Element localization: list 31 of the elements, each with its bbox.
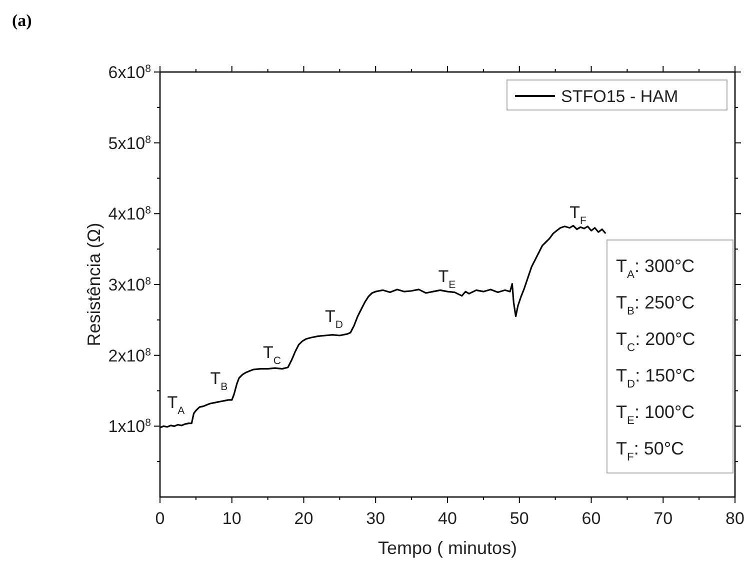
text: (a) — [12, 11, 32, 30]
legend-label: STFO15 - HAM — [561, 87, 678, 106]
annotation: T$_{F}$: 50°C — [616, 438, 684, 464]
x-tick-label: 30 — [366, 509, 386, 528]
annotation: T$_{B}$: 250°C — [616, 292, 695, 318]
annotation: T$_{E}$: 100°C — [616, 402, 695, 427]
y-tick-label: 1x10$^{8}$ — [108, 417, 152, 436]
x-tick-label: 40 — [438, 509, 457, 528]
x-tick-label: 60 — [582, 509, 601, 528]
x-axis-title: Tempo ( minutos) — [378, 538, 518, 558]
annotation: T$_{F}$ — [570, 203, 587, 227]
annotation: T$_{C}$: 200°C — [616, 329, 696, 354]
annotation: T$_{A}$ — [167, 393, 185, 417]
annotation: T$_{E}$ — [438, 267, 456, 291]
y-tick-label: 4x10$^{8}$ — [108, 204, 152, 224]
x-tick-label: 50 — [510, 509, 529, 528]
annotation: T$_{D}$ — [325, 307, 344, 331]
x-tick-label: 70 — [654, 509, 673, 528]
x-tick-label: 80 — [726, 509, 744, 528]
y-tick-label: 5x10$^{8}$ — [108, 134, 152, 153]
y-tick-label: 3x10$^{8}$ — [108, 276, 152, 294]
annotation: T$_{B}$ — [210, 369, 228, 393]
y-tick-label: 2x10$^{8}$ — [108, 346, 152, 366]
y-axis-title: Resistência (Ω) — [84, 222, 104, 346]
annotation: T$_{A}$: 300°C — [616, 256, 695, 281]
annotation: T$_{C}$ — [263, 343, 282, 367]
x-tick-label: 10 — [222, 509, 242, 528]
annotation: T$_{D}$: 150°C — [616, 366, 696, 390]
x-tick-label: 20 — [294, 509, 314, 528]
x-tick-label: 0 — [155, 509, 165, 528]
y-tick-label: 6x10$^{8}$ — [108, 63, 152, 82]
